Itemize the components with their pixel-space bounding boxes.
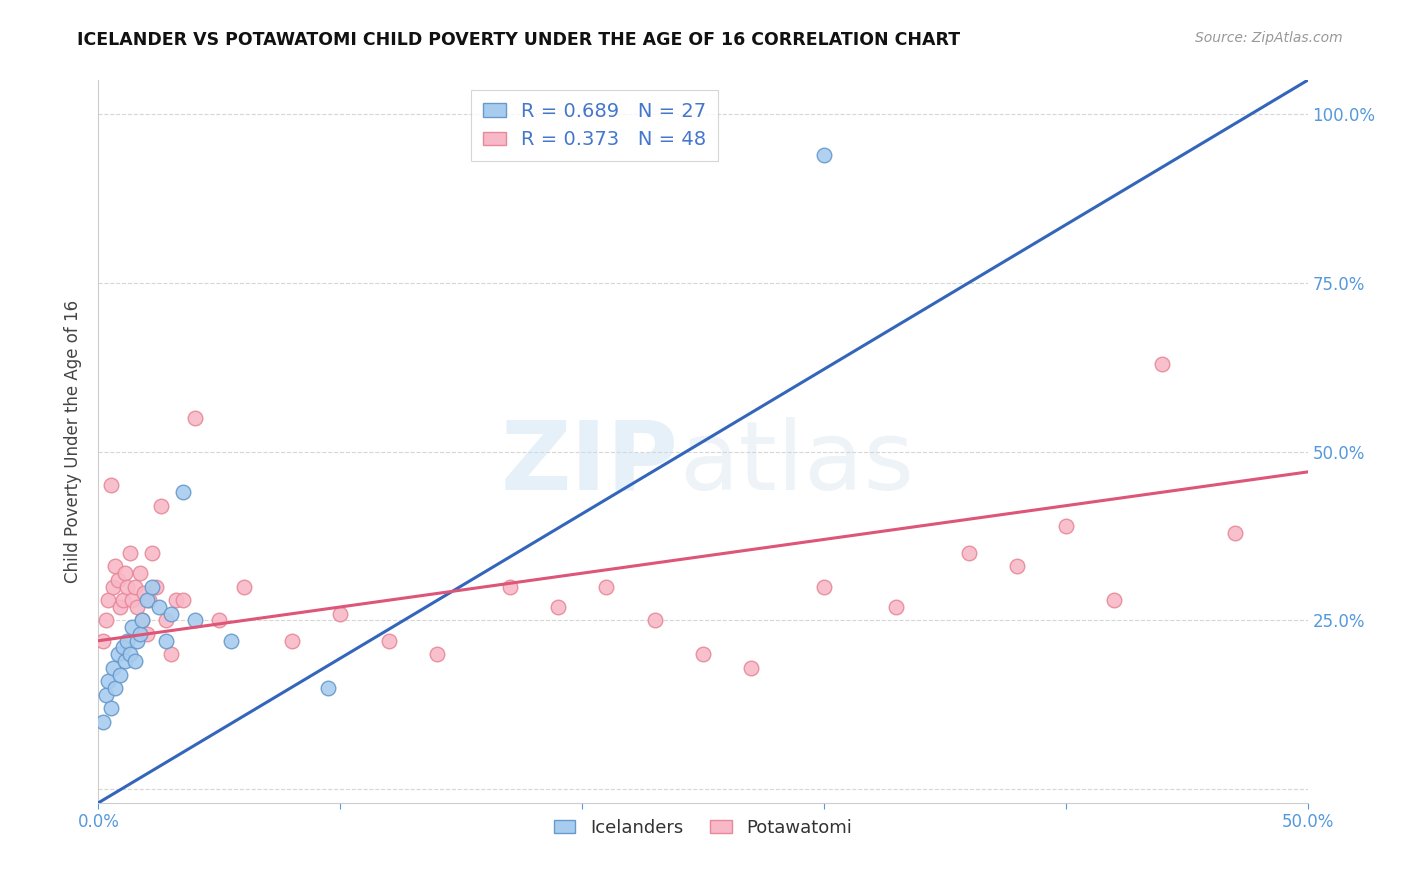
Point (1054, 519, 1077, 533)
Point (100, 701, 122, 715)
Point (128, 627, 150, 641)
Point (155, 633, 177, 648)
Point (208, 614, 231, 628)
Point (172, 485, 194, 500)
Point (813, 147, 835, 161)
Point (329, 607, 352, 621)
Point (221, 633, 243, 648)
Point (128, 566, 150, 581)
Point (91, 714, 114, 729)
Point (108, 667, 131, 681)
Point (813, 580, 835, 594)
Point (114, 566, 136, 581)
Point (118, 546, 141, 560)
Point (547, 599, 569, 614)
Point (141, 580, 163, 594)
Point (150, 499, 173, 513)
Point (172, 593, 194, 607)
Point (97, 593, 120, 607)
Point (184, 411, 207, 425)
Point (101, 580, 124, 594)
Point (127, 633, 149, 648)
Text: ICELANDER VS POTAWATOMI CHILD POVERTY UNDER THE AGE OF 16 CORRELATION CHART: ICELANDER VS POTAWATOMI CHILD POVERTY UN… (77, 31, 960, 49)
Point (108, 599, 131, 614)
Point (184, 614, 207, 628)
Point (141, 546, 163, 560)
Point (101, 661, 124, 675)
Point (117, 633, 139, 648)
Point (117, 580, 139, 594)
Point (104, 559, 127, 574)
Point (104, 681, 127, 695)
Point (94, 614, 117, 628)
Point (111, 593, 134, 607)
Point (1223, 525, 1246, 540)
Point (114, 654, 136, 668)
Point (377, 633, 399, 648)
Point (886, 599, 908, 614)
Point (1007, 559, 1029, 574)
Point (121, 620, 143, 634)
Point (91, 633, 114, 648)
Point (107, 573, 129, 587)
Point (121, 593, 143, 607)
Point (155, 614, 177, 628)
Point (145, 580, 167, 594)
Text: atlas: atlas (679, 417, 914, 509)
Point (595, 580, 617, 594)
Point (118, 647, 141, 661)
Point (148, 599, 170, 614)
Point (135, 593, 157, 607)
Point (160, 607, 183, 621)
Text: Source: ZipAtlas.com: Source: ZipAtlas.com (1195, 31, 1343, 45)
Point (131, 614, 153, 628)
Point (1102, 593, 1125, 607)
Point (281, 633, 304, 648)
Point (232, 580, 254, 594)
Point (316, 681, 339, 695)
Point (165, 593, 187, 607)
Point (94, 688, 117, 702)
Point (644, 614, 666, 628)
Y-axis label: Child Poverty Under the Age of 16: Child Poverty Under the Age of 16 (65, 300, 83, 583)
Point (160, 647, 183, 661)
Point (135, 627, 157, 641)
Point (1152, 357, 1174, 371)
Point (426, 647, 449, 661)
Point (138, 593, 160, 607)
Point (124, 654, 146, 668)
Point (131, 614, 153, 628)
Point (100, 478, 122, 492)
Point (498, 580, 520, 594)
Legend: Icelanders, Potawatomi: Icelanders, Potawatomi (547, 812, 859, 845)
Point (957, 546, 980, 560)
Point (740, 661, 762, 675)
Point (692, 647, 714, 661)
Text: ZIP: ZIP (501, 417, 679, 509)
Point (134, 586, 156, 600)
Point (127, 599, 149, 614)
Point (107, 647, 129, 661)
Point (97, 674, 120, 689)
Point (124, 580, 146, 594)
Point (111, 640, 134, 655)
